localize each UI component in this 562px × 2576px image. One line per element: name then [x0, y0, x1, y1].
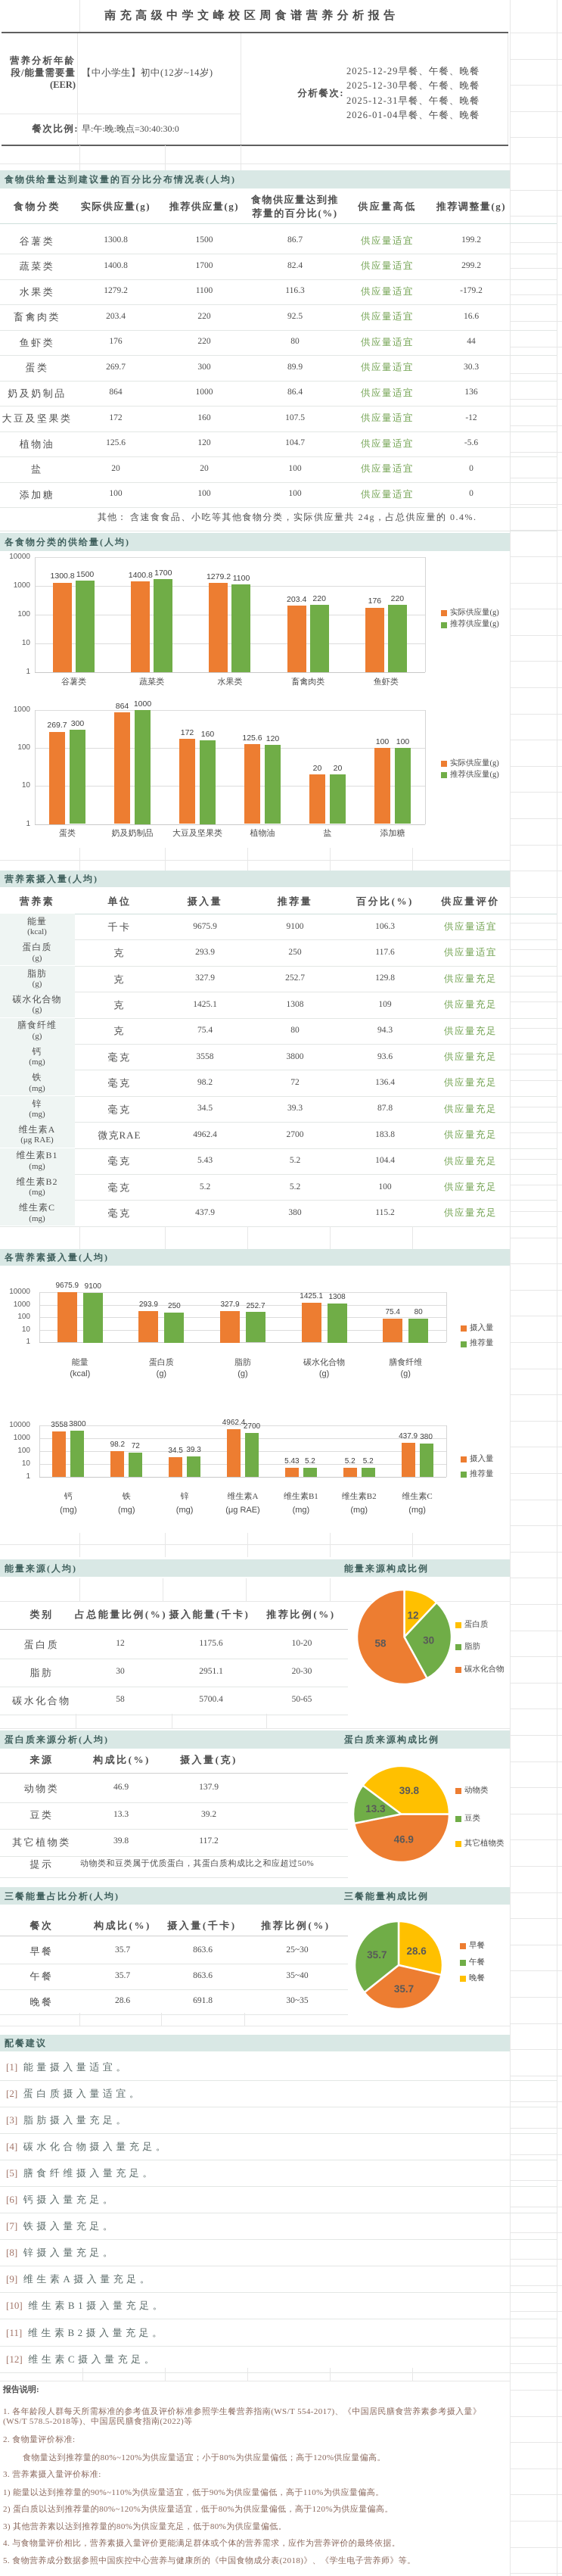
svg-text:35.7: 35.7: [394, 1983, 414, 1995]
svg-text:39.8: 39.8: [399, 1785, 419, 1796]
svg-text:35.7: 35.7: [367, 1949, 387, 1961]
svg-text:46.9: 46.9: [393, 1833, 413, 1845]
svg-text:58: 58: [374, 1637, 387, 1649]
svg-text:12: 12: [407, 1609, 418, 1621]
svg-text:13.3: 13.3: [365, 1802, 386, 1814]
svg-text:28.6: 28.6: [406, 1945, 427, 1957]
svg-text:30: 30: [423, 1634, 434, 1646]
